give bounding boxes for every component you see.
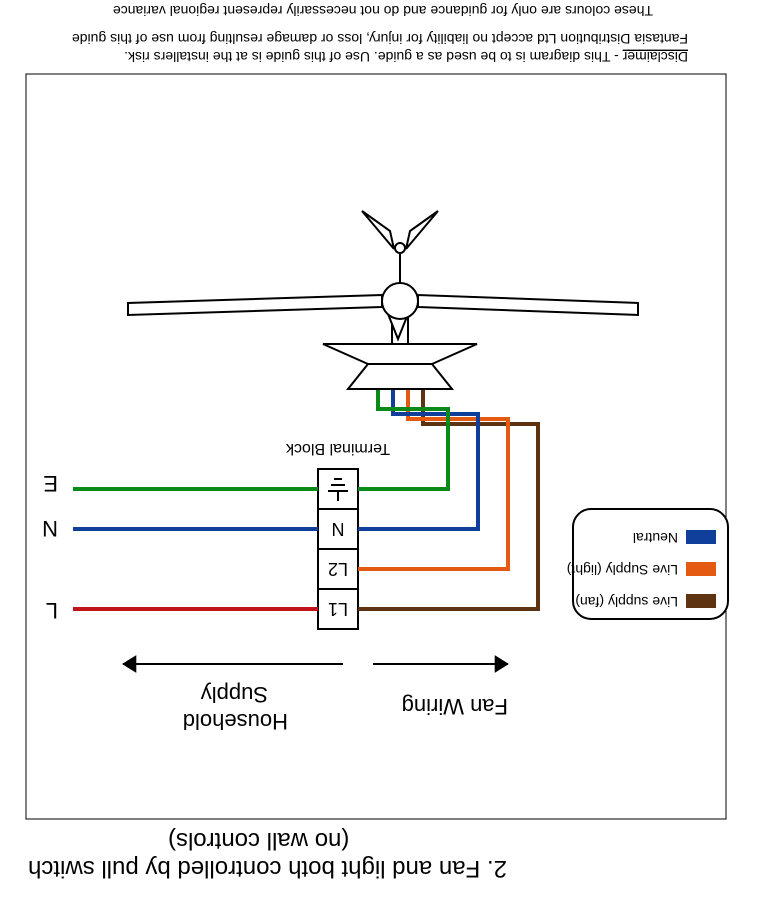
label-supply: Supply bbox=[201, 682, 268, 707]
wire-label-E: E bbox=[43, 471, 58, 496]
legend-item: Live Supply (light) bbox=[567, 562, 678, 578]
wire-label-L: L bbox=[46, 598, 58, 623]
svg-text:L2: L2 bbox=[328, 559, 348, 579]
disclaimer-line3: These colours are only for guidance and … bbox=[113, 3, 653, 19]
label-terminal-block: Terminal Block bbox=[285, 440, 390, 457]
label-fan-wiring: Fan Wiring bbox=[402, 694, 508, 719]
disclaimer-line2: Fantasia Distribution Ltd accept no liab… bbox=[72, 31, 688, 47]
svg-text:N: N bbox=[332, 519, 345, 539]
wire-label-N: N bbox=[42, 516, 58, 541]
label-household: Household bbox=[183, 709, 288, 734]
title-line1: 2. Fan and light both controlled by pull… bbox=[28, 855, 507, 882]
diagram-container: 2. Fan and light both controlled by pull… bbox=[0, 0, 768, 899]
legend-item: Live supply (fan) bbox=[575, 594, 678, 610]
disclaimer-line1: Disclaimer - This diagram is to be used … bbox=[124, 49, 688, 65]
svg-text:L1: L1 bbox=[328, 599, 348, 619]
wiring-diagram: 2. Fan and light both controlled by pull… bbox=[0, 0, 768, 899]
legend-item: Neutral bbox=[633, 530, 678, 546]
title-line2: (no wall controls) bbox=[168, 827, 349, 854]
